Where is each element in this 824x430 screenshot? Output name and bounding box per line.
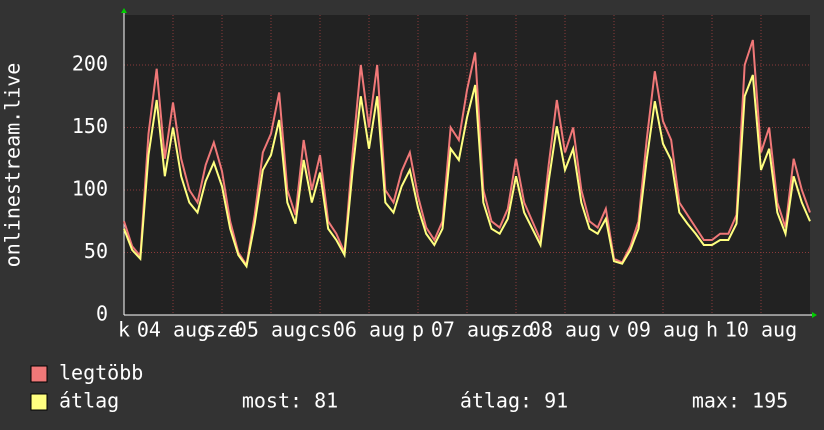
- legend-label: átlag: [59, 389, 119, 413]
- stat-label: max: 195: [692, 389, 788, 413]
- x-tick-label: k: [118, 318, 130, 342]
- x-tick-label: cs: [308, 318, 332, 342]
- y-tick-label: 100: [72, 177, 108, 201]
- stat-label: most: 81: [242, 389, 338, 413]
- x-tick-label: szo: [498, 318, 534, 342]
- y-tick-label: 150: [72, 114, 108, 138]
- x-tick-label: 07 aug: [431, 318, 503, 342]
- axis-arrow: [121, 8, 127, 13]
- x-tick-label: 10 aug: [725, 318, 797, 342]
- x-tick-label: 06 aug: [333, 318, 405, 342]
- series-line: [123, 74, 811, 269]
- y-tick-label: 200: [72, 52, 108, 76]
- legend-swatch: [30, 365, 48, 383]
- x-tick-label: 08 aug: [529, 318, 601, 342]
- y-tick-label: 0: [96, 302, 108, 326]
- x-tick-label: 09 aug: [627, 318, 699, 342]
- x-tick-label: h: [706, 318, 718, 342]
- stat-label: átlag: 91: [460, 389, 568, 413]
- x-tick-label: p: [412, 318, 424, 342]
- x-tick-label: v: [608, 318, 620, 342]
- x-tick-label: sze: [204, 318, 240, 342]
- legend-swatch: [30, 393, 48, 411]
- y-tick-label: 50: [84, 239, 108, 263]
- legend-label: legtöbb: [59, 361, 143, 385]
- axis-arrow: [812, 312, 817, 318]
- x-tick-label: 04 aug: [137, 318, 209, 342]
- x-tick-label: 05 aug: [235, 318, 307, 342]
- y-axis-label: onlinestream.live: [1, 63, 25, 268]
